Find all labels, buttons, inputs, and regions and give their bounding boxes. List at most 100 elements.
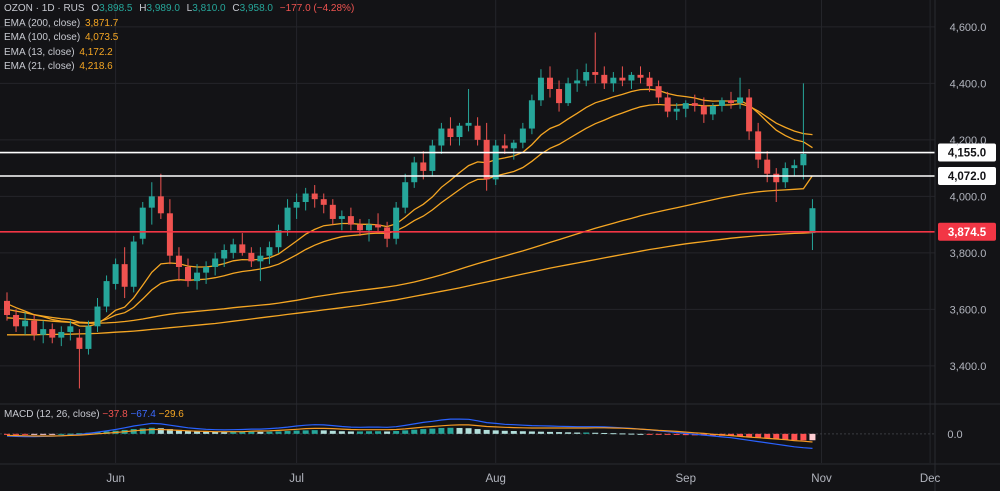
ema-line[interactable] (6, 88, 813, 327)
candle-body[interactable] (682, 103, 689, 109)
candle-body[interactable] (492, 145, 499, 180)
candle-body[interactable] (791, 165, 798, 169)
candle-body[interactable] (402, 182, 409, 208)
ema-line[interactable] (6, 103, 813, 324)
candle-body[interactable] (456, 125, 463, 138)
candle-body[interactable] (664, 97, 671, 112)
candle-body[interactable] (130, 241, 137, 287)
candle-body[interactable] (248, 252, 255, 262)
candle-body[interactable] (356, 224, 363, 231)
macd-pane[interactable]: 0.0 (0, 418, 963, 449)
candle-body[interactable] (320, 199, 327, 205)
candle-body[interactable] (746, 97, 753, 132)
candle-body[interactable] (537, 77, 544, 101)
candle-body[interactable] (519, 128, 526, 143)
candle-body[interactable] (601, 74, 608, 84)
candle-body[interactable] (103, 281, 110, 307)
candle-body[interactable] (556, 88, 563, 104)
candle-body[interactable] (266, 247, 273, 256)
candle-body[interactable] (610, 77, 617, 84)
price-line-badge[interactable] (938, 222, 996, 241)
candle-body[interactable] (257, 255, 264, 262)
candle-body[interactable] (773, 173, 780, 183)
candle-body[interactable] (574, 80, 581, 84)
candle-body[interactable] (429, 145, 436, 171)
candle-body[interactable] (31, 320, 38, 335)
candle-body[interactable] (592, 72, 599, 75)
signal-line[interactable] (6, 424, 813, 443)
candle-body[interactable] (474, 125, 481, 140)
candle-body[interactable] (565, 83, 572, 104)
candle-body[interactable] (157, 196, 164, 214)
candle-body[interactable] (447, 128, 454, 138)
price-line-badge[interactable] (938, 167, 996, 186)
candle-body[interactable] (366, 224, 372, 231)
candle-body[interactable] (239, 244, 246, 253)
candle-body[interactable] (673, 108, 680, 112)
candle-body[interactable] (375, 224, 382, 228)
symbol-ohlc-row[interactable]: OZON · 1D · RUS O3,898.5 H3,989.0 L3,810… (4, 2, 354, 17)
candle-body[interactable] (501, 145, 508, 149)
candle-body[interactable] (76, 337, 83, 349)
candle-body[interactable] (800, 153, 807, 166)
candle-body[interactable] (691, 103, 698, 106)
candle-body[interactable] (329, 204, 336, 219)
candle-body[interactable] (782, 168, 789, 183)
candle-body[interactable] (384, 227, 391, 239)
candle-body[interactable] (737, 97, 744, 104)
ema-line[interactable] (6, 175, 814, 324)
candle-body[interactable] (718, 100, 725, 106)
indicator-ema100[interactable]: EMA (100, close) 4,073.5 (4, 31, 354, 46)
candle-body[interactable] (302, 193, 309, 202)
time-axis[interactable]: Jun Jul Aug Sep Nov Dec (0, 463, 1000, 485)
ema-line[interactable] (7, 231, 813, 336)
candle-body[interactable] (583, 72, 590, 81)
candle-body[interactable] (637, 74, 644, 78)
candle-body[interactable] (22, 320, 29, 327)
candle-body[interactable] (528, 100, 535, 129)
price-axis[interactable]: 4,600.0 4,400.0 4,200.0 4,000.0 3,800.0 3,600… (934, 0, 986, 491)
candle-body[interactable] (67, 326, 74, 332)
candle-body[interactable] (420, 162, 427, 171)
candle-body[interactable] (166, 213, 173, 256)
candle-body[interactable] (619, 77, 626, 81)
candle-body[interactable] (465, 122, 472, 126)
candlesticks[interactable] (4, 32, 816, 389)
candle-body[interactable] (510, 142, 517, 149)
candle-body[interactable] (755, 131, 762, 160)
candle-body[interactable] (483, 139, 490, 180)
candle-body[interactable] (646, 77, 653, 87)
price-lines[interactable]: 4,155.0 4,072.0 3,874.5 (0, 143, 996, 241)
macd-line[interactable] (6, 418, 813, 449)
candle-body[interactable] (764, 159, 771, 174)
candle-body[interactable] (438, 128, 445, 146)
candle-body[interactable] (112, 264, 119, 284)
candle-body[interactable] (203, 266, 210, 273)
candle-body[interactable] (121, 264, 128, 287)
candle-body[interactable] (700, 105, 707, 115)
candle-body[interactable] (809, 208, 816, 234)
candle-body[interactable] (221, 250, 228, 259)
candle-body[interactable] (655, 86, 662, 98)
candle-body[interactable] (411, 162, 418, 183)
price-line-badge[interactable] (938, 143, 996, 162)
candle-body[interactable] (547, 77, 553, 89)
candle-body[interactable] (338, 216, 345, 219)
candle-body[interactable] (185, 266, 191, 282)
candle-body[interactable] (347, 216, 354, 225)
indicator-ema13[interactable]: EMA (13, close) 4,172.2 (4, 46, 354, 61)
candle-body[interactable] (49, 329, 56, 338)
indicator-ema21[interactable]: EMA (21, close) 4,218.6 (4, 60, 354, 75)
candle-body[interactable] (275, 230, 282, 248)
macd-legend[interactable]: MACD (12, 26, close) −37.8 −67.4 −29.6 (4, 409, 184, 420)
indicator-ema200[interactable]: EMA (200, close) 3,871.7 (4, 17, 354, 32)
candle-body[interactable] (628, 74, 635, 81)
candle-body[interactable] (230, 244, 237, 253)
candle-body[interactable] (709, 105, 716, 115)
candle-body[interactable] (194, 272, 201, 282)
candle-body[interactable] (284, 207, 291, 231)
candle-body[interactable] (148, 196, 155, 208)
candle-body[interactable] (58, 331, 65, 338)
candle-body[interactable] (393, 207, 400, 239)
